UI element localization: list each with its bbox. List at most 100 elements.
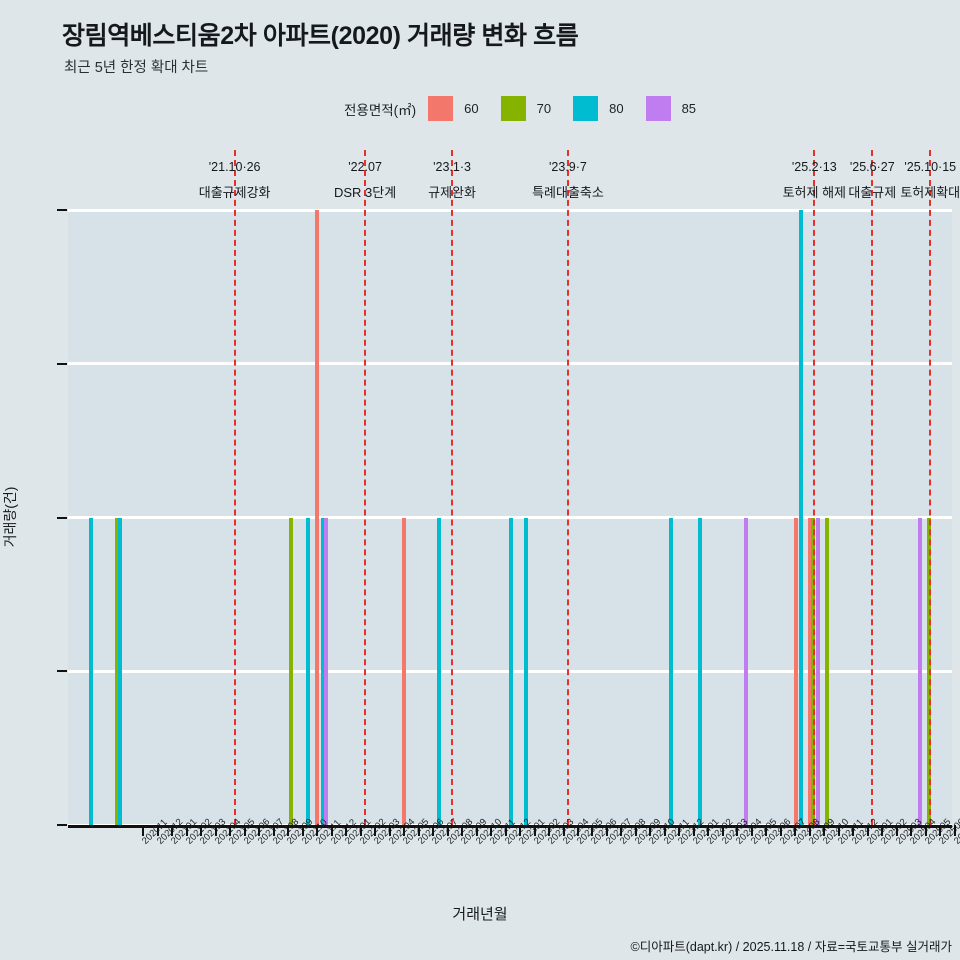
x-tick-mark-202304 xyxy=(562,825,565,836)
bar-202501-60[interactable] xyxy=(793,517,798,825)
legend-label-85: 85 xyxy=(681,101,697,116)
event-name-202301: 규제완화 xyxy=(428,185,476,200)
bar-202203-80[interactable] xyxy=(306,517,311,825)
bar-202502-85[interactable] xyxy=(816,517,821,825)
legend-swatch-70 xyxy=(500,96,526,121)
bar-202012-80[interactable] xyxy=(89,517,94,825)
bar-202404-80[interactable] xyxy=(668,517,673,825)
event-name-202502: 토허제 해제 xyxy=(782,185,847,200)
bar-202306-80[interactable] xyxy=(523,517,528,825)
x-tick-mark-202206 xyxy=(417,825,420,836)
bar-202509-85[interactable] xyxy=(917,517,922,825)
legend-item-80[interactable]: 80 xyxy=(573,96,635,121)
x-tick-mark-202311 xyxy=(663,825,666,836)
event-line-202301 xyxy=(451,150,454,825)
legend-title: 전용면적(㎡) xyxy=(344,102,417,118)
x-tick-mark-202403 xyxy=(721,825,724,836)
x-tick-mark-202306 xyxy=(591,825,594,836)
legend: 전용면적(㎡) 60 70 80 85 xyxy=(344,96,718,121)
legend-swatch-80 xyxy=(573,96,599,121)
x-tick-mark-202406 xyxy=(765,825,768,836)
bar-202102-80[interactable] xyxy=(118,517,123,825)
bar-202210-60[interactable] xyxy=(402,517,407,825)
event-date-202309: '23.9·7 xyxy=(549,160,587,174)
y-tick-mark-0 xyxy=(57,824,67,826)
x-tick-mark-202111 xyxy=(316,825,319,836)
legend-swatch-85 xyxy=(645,96,671,121)
legend-item-70[interactable]: 70 xyxy=(500,96,563,121)
bar-202510-70[interactable] xyxy=(926,517,931,825)
event-name-202309: 특례대출축소 xyxy=(532,185,604,200)
event-date-202110: '21.10·26 xyxy=(208,160,261,174)
x-tick-mark-202208 xyxy=(446,825,449,836)
event-line-202110 xyxy=(233,150,236,825)
y-tick-mark-0.5 xyxy=(57,670,67,673)
x-tick-mark-202405 xyxy=(750,825,753,836)
x-tick-mark-202503 xyxy=(895,825,898,836)
event-date-202207: '22.07 xyxy=(348,160,382,174)
x-tick-mark-202307 xyxy=(605,825,608,836)
bar-202406-80[interactable] xyxy=(697,517,702,825)
x-tick-mark-202101 xyxy=(171,825,174,836)
x-tick-mark-202408 xyxy=(794,825,797,836)
event-name-202510: 토허제확대 xyxy=(900,185,960,200)
x-tick-mark-202204 xyxy=(388,825,391,836)
x-tick-mark-202112 xyxy=(330,825,333,836)
event-date-202506: '25.6·27 xyxy=(849,160,895,174)
bar-202204-85[interactable] xyxy=(323,517,328,825)
legend-item-85[interactable]: 85 xyxy=(645,96,708,121)
x-tick-mark-202106 xyxy=(243,825,246,836)
page-title: 장림역베스티움2차 아파트(2020) 거래량 변화 흐름 xyxy=(62,22,579,50)
legend-swatch-60 xyxy=(428,96,454,121)
x-tick-mark-202105 xyxy=(229,825,232,836)
bar-202501-80[interactable] xyxy=(799,210,804,825)
x-tick-mark-202507 xyxy=(953,825,956,836)
x-tick-mark-202301 xyxy=(519,825,522,836)
bar-202212-80[interactable] xyxy=(436,517,441,825)
event-name-202110: 대출규제강화 xyxy=(198,185,271,200)
x-tick-mark-202102 xyxy=(185,825,188,836)
x-tick-mark-202012 xyxy=(156,825,159,836)
event-line-202502 xyxy=(813,150,816,825)
legend-item-60[interactable]: 60 xyxy=(428,96,490,121)
x-tick-mark-202501 xyxy=(866,825,869,836)
bar-202502-70[interactable] xyxy=(810,517,815,825)
x-tick-mark-202110 xyxy=(301,825,304,836)
x-tick-mark-202207 xyxy=(432,825,435,836)
bar-202503-70[interactable] xyxy=(825,517,830,825)
bar-202202-70[interactable] xyxy=(289,517,294,825)
event-date-202301: '23.1·3 xyxy=(433,160,471,174)
bar-202502-60[interactable] xyxy=(808,517,813,825)
x-tick-mark-202104 xyxy=(214,825,217,836)
bar-202305-80[interactable] xyxy=(509,517,514,825)
x-tick-mark-202502 xyxy=(881,825,884,836)
x-tick-mark-202504 xyxy=(910,825,913,836)
x-tick-mark-202011 xyxy=(142,825,145,836)
x-axis-line: 202011 202012 202101 202102 202103 202104 2021… xyxy=(68,817,960,847)
x-tick-mark-202108 xyxy=(272,825,275,836)
x-tick-mark-202210 xyxy=(475,825,478,836)
event-line-202207 xyxy=(364,150,367,825)
bar-202409-85[interactable] xyxy=(743,517,748,825)
x-axis-label: 거래년월 xyxy=(452,906,508,923)
bar-202204-80[interactable] xyxy=(320,517,325,825)
event-line-202309 xyxy=(566,150,569,825)
x-tick-mark-202412 xyxy=(852,825,855,836)
x-tick-mark-202201 xyxy=(345,825,348,836)
x-tick-mark-202303 xyxy=(548,825,551,836)
bar-202204-60[interactable] xyxy=(315,210,320,825)
y-axis-label: 거래량(건) xyxy=(2,486,18,548)
x-tick-mark-202103 xyxy=(200,825,203,836)
x-tick-mark-202205 xyxy=(403,825,406,836)
bar-202102-70[interactable] xyxy=(115,517,120,825)
x-tick-mark-202505 xyxy=(924,825,927,836)
x-tick-mark-202302 xyxy=(533,825,536,836)
event-date-202502: '25.2·13 xyxy=(791,160,837,174)
x-tick-mark-202401 xyxy=(692,825,695,836)
x-tick-mark-202409 xyxy=(808,825,811,836)
legend-label-60: 60 xyxy=(464,101,479,116)
gridline-1.5 xyxy=(68,362,952,366)
x-tick-mark-202107 xyxy=(258,825,261,836)
x-tick-mark-202308 xyxy=(620,825,623,836)
